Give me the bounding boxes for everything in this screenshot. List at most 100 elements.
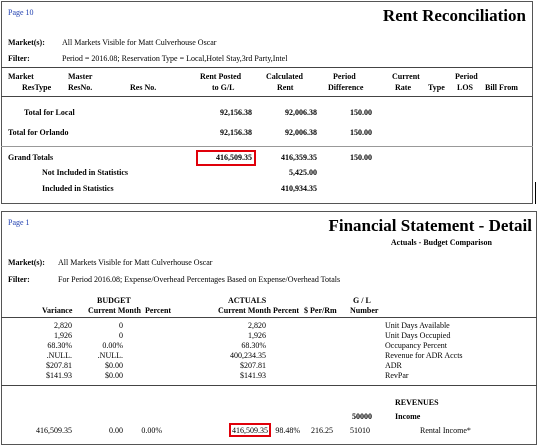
cell-value: 92,156.38: [220, 108, 252, 117]
field-value: All Markets Visible for Matt Culverhouse…: [62, 38, 217, 47]
divider: [1, 67, 533, 68]
cell-value: 1,926: [248, 331, 266, 340]
column-header: LOS: [457, 83, 474, 92]
page-number: Page 1: [8, 218, 30, 227]
row-label: Unit Days Available: [385, 321, 450, 330]
highlight-box: [229, 423, 271, 437]
cell-value: 150.00: [350, 153, 372, 162]
column-header: Percent: [273, 306, 300, 315]
row-label: Occupancy Percent: [385, 341, 447, 350]
group-name: Income: [395, 412, 421, 421]
cell-value: .NULL.: [97, 351, 123, 360]
edge-mark: [535, 182, 536, 204]
cell-value: 5,425.00: [289, 168, 317, 177]
cell-value: 92,006.38: [285, 108, 317, 117]
column-header: Percent: [145, 306, 172, 315]
cell-value: 416,359.35: [281, 153, 317, 162]
cell-value: 68.30%: [47, 341, 72, 350]
cell-value: 150.00: [350, 108, 372, 117]
row-label: ADR: [385, 361, 402, 370]
field-label: Market(s):: [8, 38, 45, 47]
cell-value: 0.00: [109, 426, 123, 435]
column-header: Number: [350, 306, 379, 315]
cell-value: $0.00: [105, 361, 123, 370]
report-panel: [1, 211, 537, 445]
column-header: Current Month: [88, 306, 141, 315]
field-value: Period = 2016.08; Reservation Type = Loc…: [62, 54, 288, 63]
row-label: Unit Days Occupied: [385, 331, 451, 340]
report-title: Rent Reconciliation: [382, 6, 526, 25]
column-header: Period: [333, 72, 356, 81]
column-header: Current Month: [218, 306, 271, 315]
cell-value: 2,820: [54, 321, 72, 330]
cell-value: 0: [119, 321, 123, 330]
highlight-box: [196, 150, 256, 166]
column-group: ACTUALS: [228, 296, 267, 305]
cell-value: $0.00: [105, 371, 123, 380]
column-header: ResType: [22, 83, 52, 92]
column-header: Period: [455, 72, 478, 81]
row-label: Included in Statistics: [42, 184, 114, 193]
report-subtitle: Actuals - Budget Comparison: [390, 238, 492, 247]
cell-value: 51010: [350, 426, 370, 435]
cell-value: $141.93: [46, 371, 72, 380]
row-label: Grand Totals: [8, 153, 54, 162]
column-header: Master: [68, 72, 93, 81]
row-label: Revenue for ADR Accts: [385, 351, 463, 360]
cell-value: 2,820: [248, 321, 266, 330]
cell-value: 0: [119, 331, 123, 340]
page-number: Page 10: [8, 8, 34, 17]
column-header: Res No.: [130, 83, 157, 92]
column-header: Type: [428, 83, 445, 92]
cell-value: 92,006.38: [285, 128, 317, 137]
divider: [1, 385, 537, 386]
cell-value: 416,509.35: [216, 153, 252, 162]
column-header: Variance: [42, 306, 73, 315]
report-panel: [1, 1, 533, 204]
cell-value: 216.25: [311, 426, 333, 435]
cell-value: 98.48%: [275, 426, 300, 435]
cell-value: 92,156.38: [220, 128, 252, 137]
report-title: Financial Statement - Detail: [328, 216, 533, 235]
column-header: Current: [392, 72, 420, 81]
field-value: For Period 2016.08; Expense/Overhead Per…: [58, 275, 341, 284]
cell-value: 416,509.35: [232, 426, 268, 435]
column-group: BUDGET: [97, 296, 131, 305]
column-header: Rent: [277, 83, 294, 92]
row-label: Rental Income*: [420, 426, 471, 435]
row-label: RevPar: [385, 371, 409, 380]
row-label: Total for Orlando: [8, 128, 69, 137]
field-label: Filter:: [8, 54, 30, 63]
cell-value: .NULL.: [46, 351, 72, 360]
field-label: Filter:: [8, 275, 30, 284]
divider: [1, 96, 533, 97]
row-label: Not Included in Statistics: [42, 168, 129, 177]
column-header: Rate: [395, 83, 411, 92]
field-value: All Markets Visible for Matt Culverhouse…: [58, 258, 213, 267]
column-header: Calculated: [266, 72, 303, 81]
column-header: Market: [8, 72, 34, 81]
cell-value: 416,509.35: [36, 426, 72, 435]
cell-value: 150.00: [350, 128, 372, 137]
cell-value: $141.93: [240, 371, 266, 380]
divider: [1, 317, 537, 318]
cell-value: 0.00%: [102, 341, 123, 350]
cell-value: $207.81: [46, 361, 72, 370]
column-header: ResNo.: [68, 83, 93, 92]
column-header: Rent Posted: [200, 72, 242, 81]
column-header: Difference: [328, 83, 364, 92]
section-heading: REVENUES: [395, 398, 439, 407]
cell-value: $207.81: [240, 361, 266, 370]
cell-value: 410,934.35: [281, 184, 317, 193]
divider: [1, 146, 533, 147]
cell-value: 68.30%: [241, 341, 266, 350]
field-label: Market(s):: [8, 258, 45, 267]
column-header: Bill From: [485, 83, 518, 92]
cell-value: 400,234.35: [230, 351, 266, 360]
column-header: $ Per/Rm: [304, 306, 337, 315]
cell-value: 1,926: [54, 331, 72, 340]
group-number: 50000: [352, 412, 372, 421]
column-group: G / L: [353, 296, 371, 305]
cell-value: 0.00%: [141, 426, 162, 435]
